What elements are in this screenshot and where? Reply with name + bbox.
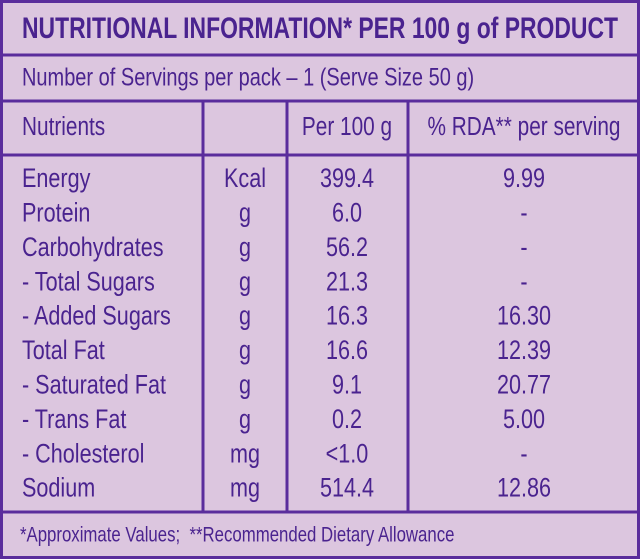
unit: Kcal	[224, 164, 266, 194]
nutrient-name: Protein	[22, 198, 90, 228]
footer: *Approximate Values; **Recommended Dieta…	[20, 524, 454, 547]
unit: g	[239, 267, 251, 297]
unit: g	[239, 370, 251, 400]
nutrient-name: Carbohydrates	[22, 233, 164, 263]
per-100g: 9.1	[332, 370, 362, 400]
nutrient-name: Total Fat	[22, 336, 105, 366]
per-100g: 0.2	[332, 405, 362, 435]
nutrient-name: Sodium	[22, 474, 95, 504]
header-cell: Nutrients	[22, 112, 105, 141]
unit: g	[239, 336, 251, 366]
unit: g	[239, 405, 251, 435]
nutrient-name: - Saturated Fat	[22, 370, 166, 400]
unit: g	[239, 198, 251, 228]
rda: 12.39	[497, 336, 551, 366]
per-100g: 16.6	[326, 336, 368, 366]
rda: 16.30	[497, 302, 551, 332]
rda: -	[520, 233, 527, 263]
title: NUTRITIONAL INFORMATION* PER 100 g of PR…	[22, 12, 618, 45]
nutrient-name: Energy	[22, 164, 91, 194]
per-100g: 16.3	[326, 302, 368, 332]
header-cell: Per 100 g	[302, 112, 392, 141]
rda: -	[520, 198, 527, 228]
rda: 20.77	[497, 370, 551, 400]
per-100g: 514.4	[320, 474, 374, 504]
nutrient-name: - Cholesterol	[22, 439, 144, 469]
unit: mg	[230, 439, 260, 469]
unit: mg	[230, 474, 260, 504]
unit: g	[239, 233, 251, 263]
per-100g: 399.4	[320, 164, 374, 194]
rda: 5.00	[503, 405, 545, 435]
per-100g: 56.2	[326, 233, 368, 263]
nutrient-name: - Trans Fat	[22, 405, 127, 435]
servings: Number of Servings per pack – 1 (Serve S…	[22, 64, 474, 92]
rda: 12.86	[497, 474, 551, 504]
per-100g: 21.3	[326, 267, 368, 297]
rda: 9.99	[503, 164, 545, 194]
per-100g: <1.0	[326, 439, 369, 469]
unit: g	[239, 302, 251, 332]
per-100g: 6.0	[332, 198, 362, 228]
rda: -	[520, 439, 527, 469]
nutrient-name: - Added Sugars	[22, 302, 171, 332]
header-cell: % RDA** per serving	[428, 112, 621, 141]
nutrient-name: - Total Sugars	[22, 267, 155, 297]
rda: -	[520, 267, 527, 297]
